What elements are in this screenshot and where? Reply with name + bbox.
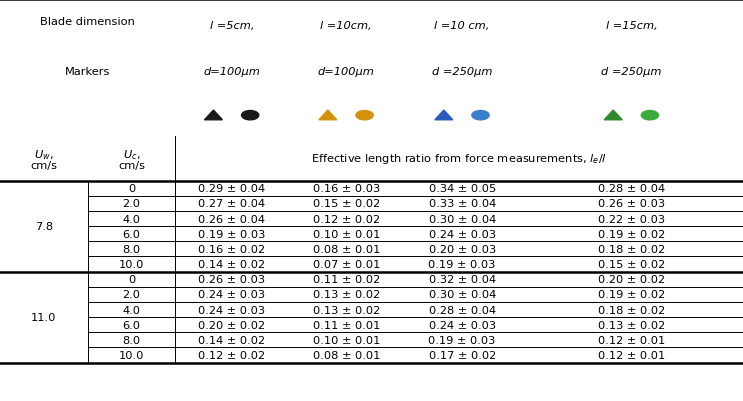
Text: 7.8: 7.8	[35, 222, 53, 232]
Text: Markers: Markers	[65, 67, 111, 76]
Text: 0.08 ± 0.01: 0.08 ± 0.01	[313, 350, 380, 360]
Text: 4.0: 4.0	[123, 305, 140, 315]
Text: 0.12 ± 0.02: 0.12 ± 0.02	[198, 350, 265, 360]
Text: 0.19 ± 0.02: 0.19 ± 0.02	[598, 290, 665, 300]
Text: 0.15 ± 0.02: 0.15 ± 0.02	[598, 259, 665, 269]
Text: 0.14 ± 0.02: 0.14 ± 0.02	[198, 259, 265, 269]
Text: 0.11 ± 0.02: 0.11 ± 0.02	[313, 275, 380, 284]
Text: 0.10 ± 0.01: 0.10 ± 0.01	[313, 229, 380, 239]
Text: 0.20 ± 0.03: 0.20 ± 0.03	[429, 244, 496, 254]
Text: 0.33 ± 0.04: 0.33 ± 0.04	[429, 199, 496, 209]
Text: 0.19 ± 0.03: 0.19 ± 0.03	[198, 229, 265, 239]
Text: 0.30 ± 0.04: 0.30 ± 0.04	[429, 214, 496, 224]
Text: 0.26 ± 0.03: 0.26 ± 0.03	[598, 199, 665, 209]
Text: 0.22 ± 0.03: 0.22 ± 0.03	[598, 214, 665, 224]
Text: l =15cm,: l =15cm,	[606, 21, 658, 30]
Text: 0.13 ± 0.02: 0.13 ± 0.02	[313, 305, 380, 315]
Text: d=100μm: d=100μm	[318, 67, 374, 76]
Text: 2.0: 2.0	[123, 290, 140, 300]
Text: cm/s: cm/s	[118, 160, 145, 170]
Text: 0.24 ± 0.03: 0.24 ± 0.03	[198, 305, 265, 315]
Polygon shape	[604, 111, 622, 120]
Text: 0.07 ± 0.01: 0.07 ± 0.01	[313, 259, 380, 269]
Text: 0.14 ± 0.02: 0.14 ± 0.02	[198, 335, 265, 345]
Text: 0.20 ± 0.02: 0.20 ± 0.02	[198, 320, 265, 330]
Polygon shape	[204, 111, 222, 120]
Text: 0.13 ± 0.02: 0.13 ± 0.02	[313, 290, 380, 300]
Text: d =250μm: d =250μm	[601, 67, 662, 76]
Text: 0.19 ± 0.02: 0.19 ± 0.02	[598, 229, 665, 239]
Text: 0.26 ± 0.04: 0.26 ± 0.04	[198, 214, 265, 224]
Text: 0.18 ± 0.02: 0.18 ± 0.02	[598, 244, 665, 254]
Text: 6.0: 6.0	[123, 229, 140, 239]
Text: 0.30 ± 0.04: 0.30 ± 0.04	[429, 290, 496, 300]
Text: Blade dimension: Blade dimension	[40, 17, 135, 26]
Text: 10.0: 10.0	[119, 350, 144, 360]
Text: l =10 cm,: l =10 cm,	[435, 21, 490, 30]
Text: 8.0: 8.0	[123, 335, 140, 345]
Polygon shape	[319, 111, 337, 120]
Text: 0.13 ± 0.02: 0.13 ± 0.02	[598, 320, 665, 330]
Circle shape	[472, 111, 489, 121]
Text: 8.0: 8.0	[123, 244, 140, 254]
Text: 0.34 ± 0.05: 0.34 ± 0.05	[429, 184, 496, 194]
Text: 0.29 ± 0.04: 0.29 ± 0.04	[198, 184, 265, 194]
Text: 0: 0	[128, 184, 135, 194]
Text: 4.0: 4.0	[123, 214, 140, 224]
Text: 0.24 ± 0.03: 0.24 ± 0.03	[429, 229, 496, 239]
Text: 0.12 ± 0.01: 0.12 ± 0.01	[598, 335, 665, 345]
Text: 11.0: 11.0	[31, 312, 56, 322]
Text: 2.0: 2.0	[123, 199, 140, 209]
Text: l =5cm,: l =5cm,	[210, 21, 254, 30]
Polygon shape	[435, 111, 452, 120]
Text: 0.28 ± 0.04: 0.28 ± 0.04	[598, 184, 665, 194]
Text: 0.18 ± 0.02: 0.18 ± 0.02	[598, 305, 665, 315]
Circle shape	[241, 111, 259, 121]
Text: 0.20 ± 0.02: 0.20 ± 0.02	[598, 275, 665, 284]
Text: $U_c$,: $U_c$,	[123, 148, 140, 161]
Text: 0.16 ± 0.02: 0.16 ± 0.02	[198, 244, 265, 254]
Text: 0.15 ± 0.02: 0.15 ± 0.02	[313, 199, 380, 209]
Text: 10.0: 10.0	[119, 259, 144, 269]
Text: 0.26 ± 0.03: 0.26 ± 0.03	[198, 275, 265, 284]
Text: 0.19 ± 0.03: 0.19 ± 0.03	[429, 335, 496, 345]
Text: $U_w$,: $U_w$,	[34, 148, 53, 161]
Text: l =10cm,: l =10cm,	[320, 21, 372, 30]
Text: d=100μm: d=100μm	[204, 67, 260, 76]
Circle shape	[356, 111, 373, 121]
Text: 6.0: 6.0	[123, 320, 140, 330]
Text: 0.11 ± 0.01: 0.11 ± 0.01	[313, 320, 380, 330]
Text: 0.32 ± 0.04: 0.32 ± 0.04	[429, 275, 496, 284]
Text: 0.24 ± 0.03: 0.24 ± 0.03	[429, 320, 496, 330]
Text: 0.19 ± 0.03: 0.19 ± 0.03	[429, 259, 496, 269]
Text: 0.27 ± 0.04: 0.27 ± 0.04	[198, 199, 265, 209]
Circle shape	[641, 111, 658, 121]
Text: 0: 0	[128, 275, 135, 284]
Text: 0.28 ± 0.04: 0.28 ± 0.04	[429, 305, 496, 315]
Text: 0.17 ± 0.02: 0.17 ± 0.02	[429, 350, 496, 360]
Text: 0.16 ± 0.03: 0.16 ± 0.03	[313, 184, 380, 194]
Text: 0.24 ± 0.03: 0.24 ± 0.03	[198, 290, 265, 300]
Text: d =250μm: d =250μm	[432, 67, 493, 76]
Text: 0.12 ± 0.01: 0.12 ± 0.01	[598, 350, 665, 360]
Text: 0.08 ± 0.01: 0.08 ± 0.01	[313, 244, 380, 254]
Text: 0.10 ± 0.01: 0.10 ± 0.01	[313, 335, 380, 345]
Text: 0.12 ± 0.02: 0.12 ± 0.02	[313, 214, 380, 224]
Text: cm/s: cm/s	[30, 160, 57, 170]
Text: Effective length ratio from force measurements, $l_e/l$: Effective length ratio from force measur…	[311, 152, 607, 166]
